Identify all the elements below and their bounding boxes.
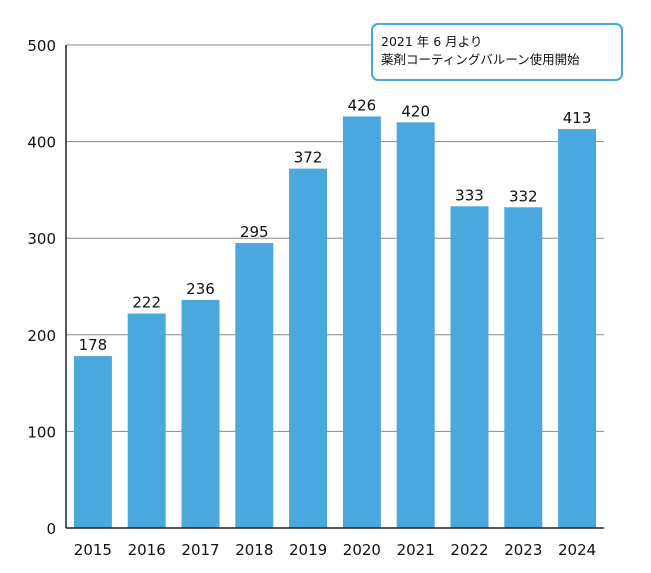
data-label-2015: 178 [79,336,108,354]
bar-2024 [558,129,597,529]
data-label-2022: 333 [455,186,484,204]
data-label-2021: 420 [401,102,430,120]
x-tick-label-2018: 2018 [235,541,273,559]
bar-2018 [235,243,274,528]
y-tick-label-300: 300 [27,230,56,248]
bar-2019 [289,168,328,528]
x-tick-label-2015: 2015 [74,541,112,559]
bars [73,116,597,529]
data-label-2019: 372 [294,149,323,167]
bar-2022 [450,206,489,528]
x-tick-label-2021: 2021 [397,541,435,559]
x-tick-label-2024: 2024 [558,541,596,559]
y-tick-label-100: 100 [27,423,56,441]
bar-2015 [73,356,112,528]
annotation-box: 2021 年 6 月より 薬剤コーティングバルーン使用開始 [371,23,623,81]
y-tick-label-0: 0 [46,520,56,538]
axes: 0 100 200 300 400 500 2015 2016 2017 2018 2019 2020… [27,37,604,559]
y-tick-label-400: 400 [27,134,56,152]
data-label-2024: 413 [563,109,592,127]
x-tick-label-2022: 2022 [450,541,488,559]
x-tick-label-2016: 2016 [128,541,166,559]
bar-2023 [504,207,543,528]
data-label-2018: 295 [240,223,269,241]
data-label-2017: 236 [186,280,215,298]
bar-2017 [181,300,220,528]
data-labels: 178 222 236 295 372 426 420 333 332 413 [79,96,592,354]
y-tick-label-200: 200 [27,327,56,345]
x-tick-label-2019: 2019 [289,541,327,559]
annotation-line-1: 2021 年 6 月より [381,34,483,49]
data-label-2020: 426 [348,96,377,114]
bar-2016 [127,313,166,528]
x-tick-label-2020: 2020 [343,541,381,559]
y-tick-label-500: 500 [27,37,56,55]
annotation-line-2: 薬剤コーティングバルーン使用開始 [381,52,580,67]
bar-2021 [396,122,435,528]
x-tick-label-2023: 2023 [504,541,542,559]
data-label-2016: 222 [132,294,161,312]
data-label-2023: 332 [509,187,538,205]
bar-2020 [342,116,381,528]
x-tick-label-2017: 2017 [181,541,219,559]
